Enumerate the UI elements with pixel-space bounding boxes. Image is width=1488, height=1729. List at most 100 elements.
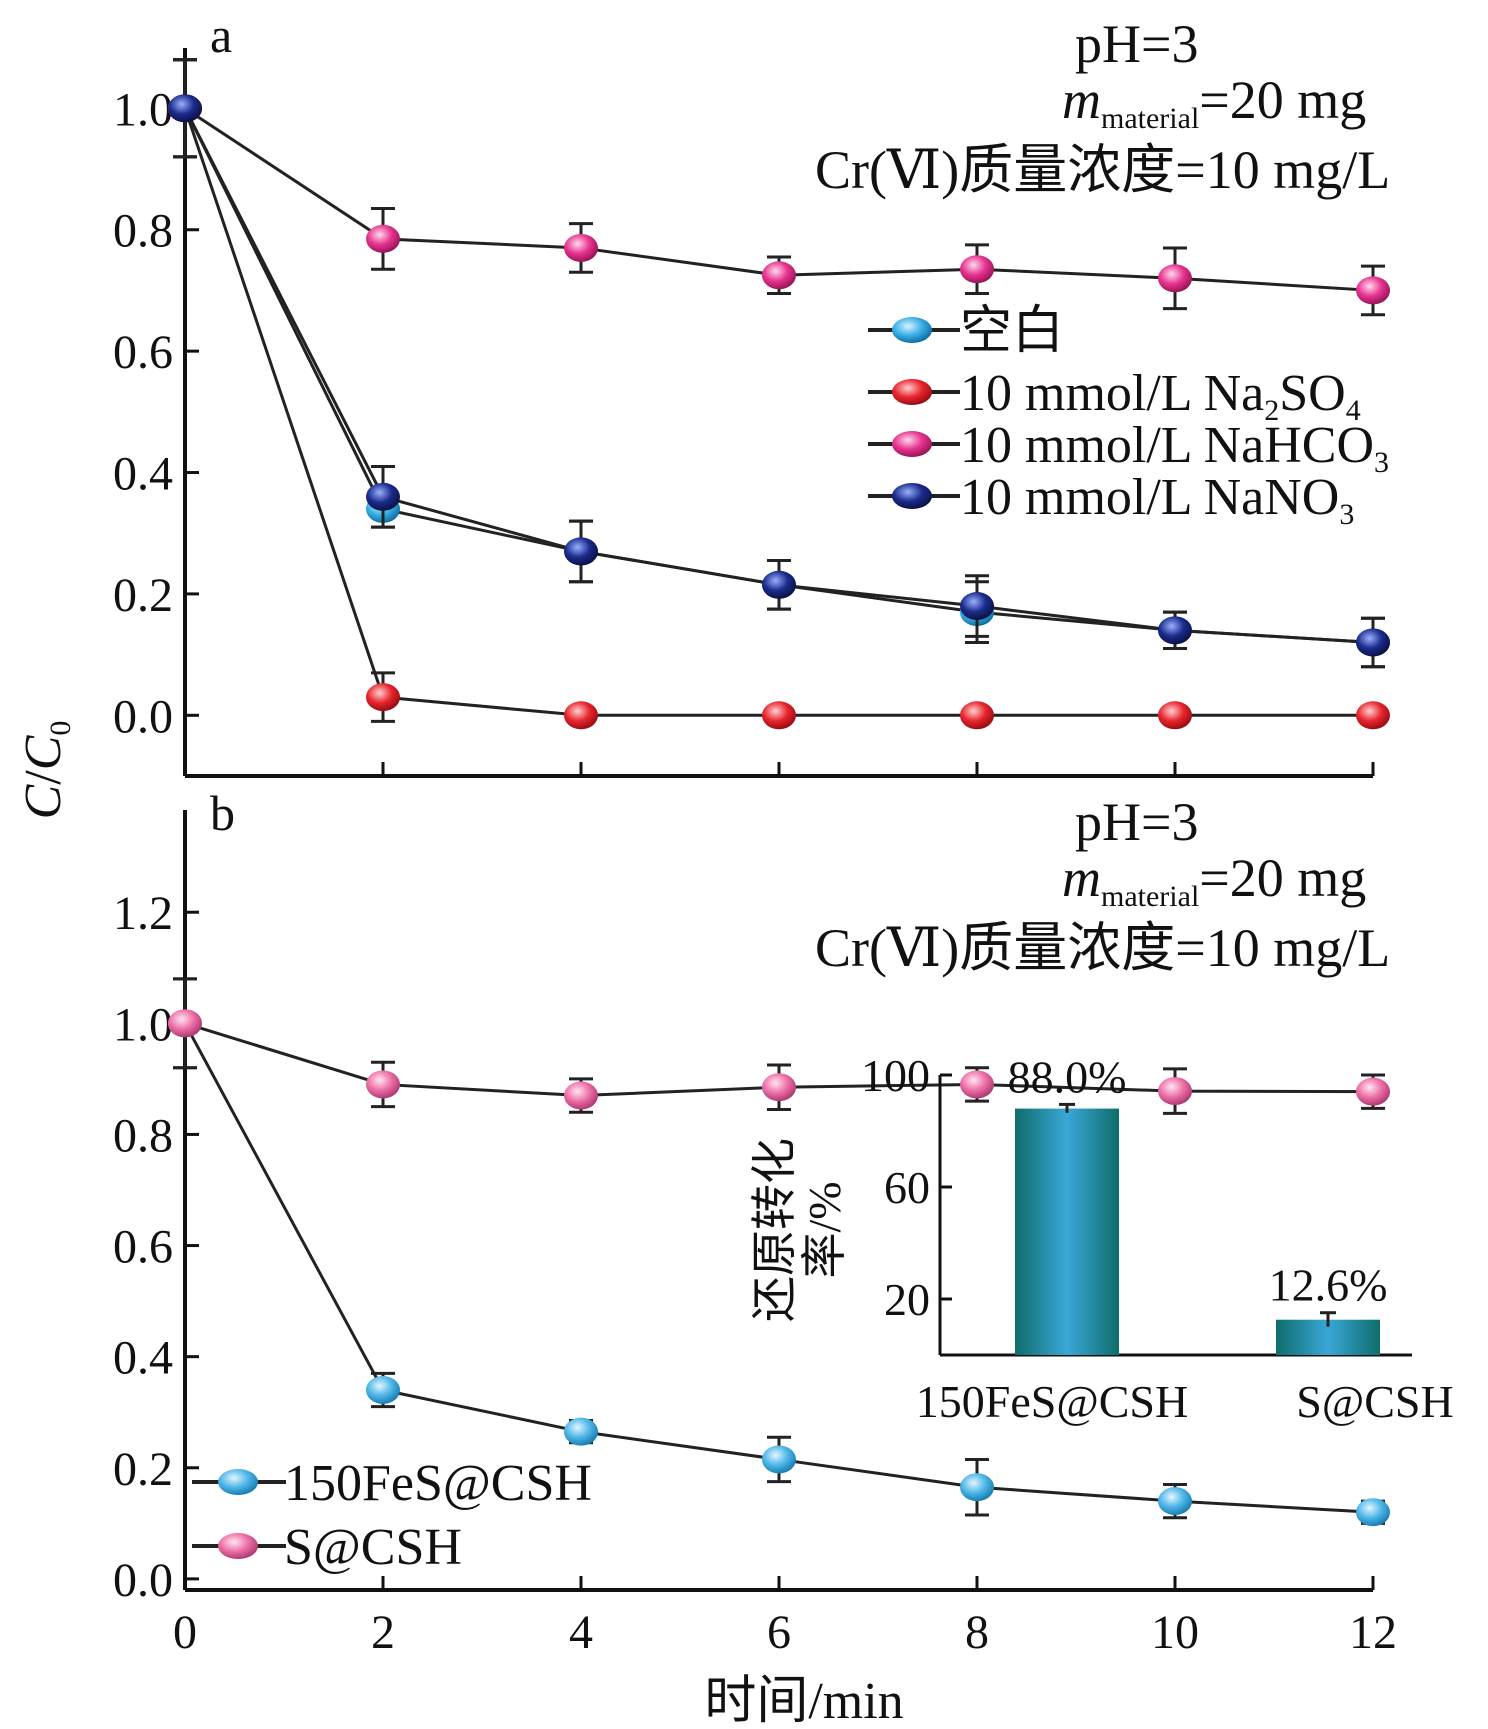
inset-category-label: 150FeS@CSH [916, 1376, 1188, 1427]
panel-a-mass-sub: material [1101, 102, 1199, 135]
legend-item-150fes: 150FeS@CSH [192, 1455, 592, 1512]
panel-a-mass-val: =20 mg [1199, 70, 1366, 130]
data-point [564, 1081, 598, 1110]
data-point [564, 1417, 598, 1446]
legend-marker-nahco3 [892, 431, 932, 457]
legend-label-nahco3: 10 mmol/L NaHCO3 [960, 417, 1389, 479]
inset-data-label: 12.6% [1269, 1260, 1388, 1311]
y-tick-label: 0.4 [113, 1332, 173, 1385]
data-point [366, 482, 400, 511]
data-point [1356, 276, 1390, 305]
legend-label-blank: 空白 [960, 303, 1064, 360]
panel-b-conc: Cr(Ⅵ)质量浓度=10 mg/L [815, 918, 1390, 978]
y-tick-label: 0.0 [113, 1554, 173, 1607]
x-tick-label: 0 [173, 1606, 197, 1659]
data-point [762, 570, 796, 599]
panel-b: 0.0 0.2 0.4 0.6 0.8 1.0 1.2 0 2 4 6 8 10 12 b pH=3 mm… [113, 785, 1454, 1659]
data-point [960, 1070, 994, 1099]
data-point [168, 1009, 202, 1038]
data-point [960, 592, 994, 621]
legend-item-blank: 空白 [868, 303, 1064, 360]
data-point [762, 701, 796, 730]
data-point [762, 261, 796, 290]
inset-data-label: 88.0% [1008, 1051, 1127, 1102]
x-tick-label: 2 [371, 1606, 395, 1659]
x-tick-label: 6 [767, 1606, 791, 1659]
x-tick-label: 10 [1151, 1606, 1199, 1659]
y-tick-label: 1.2 [113, 887, 173, 940]
y-tick-label: 0.0 [113, 690, 173, 743]
legend-item-na2so4: 10 mmol/L Na2SO4 [868, 365, 1361, 427]
data-point [1158, 1077, 1192, 1106]
panel-a-conc: Cr(Ⅵ)质量浓度=10 mg/L [815, 140, 1390, 200]
panel-b-legend: 150FeS@CSH S@CSH [192, 1455, 592, 1576]
legend-item-nahco3: 10 mmol/L NaHCO3 [868, 417, 1389, 479]
data-point [1158, 616, 1192, 645]
legend-label-nano3: 10 mmol/L NaNO3 [960, 469, 1354, 531]
inset-axes: 20 60 100 [861, 1050, 1412, 1357]
inset-bar [1015, 1108, 1119, 1355]
legend-label-scsh: S@CSH [284, 1519, 462, 1576]
series-3 [168, 58, 1390, 669]
x-tick-label: 8 [965, 1606, 989, 1659]
data-point [1356, 701, 1390, 730]
data-point [564, 233, 598, 262]
data-point [960, 255, 994, 284]
data-point [366, 1376, 400, 1404]
legend-marker-na2so4 [892, 379, 932, 405]
data-point [366, 683, 400, 712]
data-point [1356, 1077, 1390, 1106]
data-point [366, 1070, 400, 1099]
y-tick-label: 0.6 [113, 1221, 173, 1274]
data-point [1158, 701, 1192, 730]
series-0 [168, 977, 1390, 1527]
inset-y-tick-label: 100 [861, 1050, 930, 1101]
inset-ylabel: 还原转化 率/% [749, 1138, 850, 1322]
data-point [168, 94, 202, 123]
data-point [1356, 1498, 1390, 1527]
y-tick-label: 0.8 [113, 1109, 173, 1162]
shared-ylabel: C/C0 [15, 721, 77, 820]
inset-ylabel-line2: 率/% [799, 1181, 850, 1278]
data-point [1158, 1487, 1192, 1516]
inset-y-tick-label: 20 [884, 1274, 930, 1325]
panel-a-label: a [210, 7, 232, 63]
y-tick-label: 0.6 [113, 326, 173, 379]
data-point [960, 1473, 994, 1502]
data-point [960, 701, 994, 730]
legend-item-scsh: S@CSH [192, 1519, 462, 1576]
panel-a-mass: mmaterial=20 mg [1062, 70, 1366, 135]
y-tick-label: 0.8 [113, 205, 173, 258]
inset-ylabel-line1: 还原转化 [749, 1138, 800, 1322]
y-tick-label: 1.0 [113, 998, 173, 1051]
panel-a-ph: pH=3 [1075, 14, 1198, 74]
data-point [762, 1073, 796, 1102]
panel-b-series [168, 977, 1390, 1527]
legend-marker-nano3 [892, 483, 932, 509]
legend-marker-150fes [218, 1469, 258, 1495]
data-point [564, 701, 598, 730]
x-tick-label: 12 [1349, 1606, 1397, 1659]
y-tick-label: 0.2 [113, 1443, 173, 1496]
panel-a-conditions: pH=3 mmaterial=20 mg Cr(Ⅵ)质量浓度=10 mg/L [815, 14, 1390, 200]
y-tick-label: 0.4 [113, 448, 173, 501]
legend-marker-scsh [218, 1533, 258, 1559]
panel-a-legend: 空白 10 mmol/L Na2SO4 10 mmol/L NaHCO3 10 … [868, 303, 1389, 531]
series-2 [168, 58, 1390, 317]
inset-bar-chart: 20 60 100 88.0% 150FeS@CSH 12.6% S@CSH 还原转化 率… [749, 1050, 1454, 1427]
data-point [1158, 264, 1192, 293]
panel-b-axes: 0.0 0.2 0.4 0.6 0.8 1.0 1.2 0 2 4 6 8 10 12 [113, 810, 1397, 1659]
panel-a: 0.0 0.2 0.4 0.6 0.8 1.0 a pH=3 mmaterial=20 m… [113, 7, 1390, 778]
panel-a-mass-var: m [1062, 70, 1101, 130]
xlabel: 时间/min [704, 1673, 903, 1729]
y-tick-label: 1.0 [113, 83, 173, 136]
inset-category-label: S@CSH [1296, 1376, 1453, 1427]
legend-item-nano3: 10 mmol/L NaNO3 [868, 469, 1354, 531]
data-point [564, 537, 598, 566]
x-tick-label: 4 [569, 1606, 593, 1659]
series-1 [168, 977, 1390, 1115]
panel-a-series [168, 58, 1390, 730]
legend-marker-blank [892, 317, 932, 343]
data-point [366, 224, 400, 253]
